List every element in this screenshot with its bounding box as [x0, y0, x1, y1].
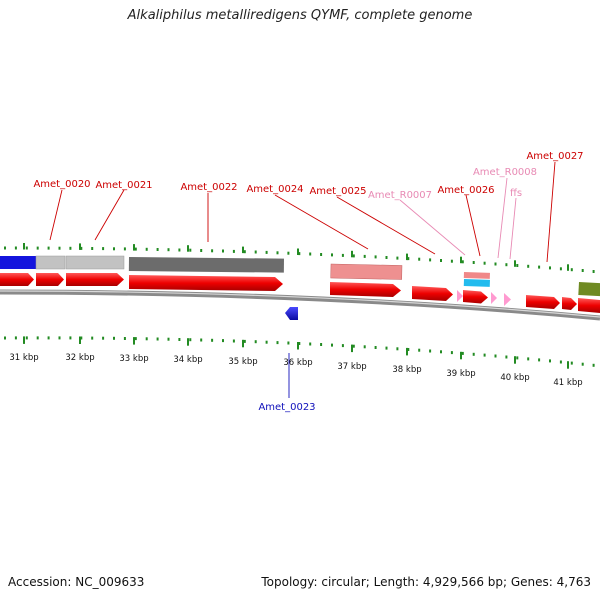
gene-bar-grey[interactable] [35, 255, 66, 270]
cds-arrow[interactable] [129, 275, 283, 291]
tick-label: 40 kbp [500, 373, 529, 383]
rna-arrow[interactable] [491, 292, 497, 304]
rna-arrow[interactable] [504, 293, 511, 306]
cds-arrow[interactable] [463, 290, 488, 304]
gene-bar-pink[interactable] [330, 263, 403, 280]
genome-summary-text: Topology: circular; Length: 4,929,566 bp… [261, 575, 591, 589]
rna-arrow[interactable] [457, 290, 463, 302]
genome-title: Alkaliphilus metalliredigens QYMF, compl… [127, 8, 473, 23]
cds-arrow[interactable] [562, 297, 577, 310]
cds-arrow[interactable] [412, 286, 453, 301]
cds-arrow[interactable] [526, 295, 560, 309]
cds-arrow[interactable] [36, 273, 64, 286]
tick-label: 37 kbp [337, 362, 366, 372]
gene-label[interactable]: ffs [510, 188, 522, 199]
genome-backbone-highlight [0, 290, 600, 318]
gene-bar-olive[interactable] [578, 282, 600, 297]
cds-arrow-minus[interactable] [285, 307, 298, 320]
tick-label: 31 kbp [9, 353, 38, 363]
tick-label: 41 kbp [553, 378, 582, 388]
gene-bar-pink[interactable] [463, 272, 490, 279]
gene-label[interactable]: Amet_0026 [437, 185, 494, 196]
tick-label: 38 kbp [392, 365, 421, 375]
gene-bar-blue[interactable] [0, 256, 36, 269]
cds-arrow[interactable] [578, 298, 600, 313]
tick-label: 34 kbp [173, 355, 202, 365]
tick-label: 32 kbp [65, 353, 94, 363]
gene-bar-cyan[interactable] [463, 279, 490, 287]
label-leaders [49, 161, 556, 398]
gene-label[interactable]: Amet_R0008 [473, 167, 537, 178]
cds-arrow[interactable] [330, 282, 401, 297]
gene-label[interactable]: Amet_0022 [180, 182, 237, 193]
genome-backbone [0, 289, 600, 321]
tick-label: 33 kbp [119, 354, 148, 364]
gene-bar-dark[interactable] [128, 256, 284, 273]
accession-text: Accession: NC_009633 [8, 575, 145, 589]
tick-label: 36 kbp [283, 358, 312, 368]
tick-label: 39 kbp [446, 369, 475, 379]
gene-label[interactable]: Amet_0021 [95, 180, 152, 191]
gene-labels: Amet_0020 Amet_0021 Amet_0022 Amet_0024 … [33, 151, 583, 413]
minor-ticks-top [4, 246, 595, 273]
gene-bar-grey[interactable] [65, 255, 125, 270]
cds-arrow[interactable] [66, 273, 124, 286]
gene-label[interactable]: Amet_R0007 [368, 190, 432, 201]
tick-label: 35 kbp [228, 357, 257, 367]
gene-label[interactable]: Amet_0025 [309, 186, 366, 197]
gene-label[interactable]: Amet_0024 [246, 184, 303, 195]
cds-arrow[interactable] [0, 273, 34, 286]
gene-label[interactable]: Amet_0023 [258, 402, 315, 413]
major-ticks [23, 243, 569, 369]
minor-ticks-bottom [4, 336, 595, 367]
gene-label[interactable]: Amet_0027 [526, 151, 583, 162]
gene-label[interactable]: Amet_0020 [33, 179, 90, 190]
tick-labels: 31 kbp 32 kbp 33 kbp 34 kbp 35 kbp 36 kb… [9, 353, 582, 388]
